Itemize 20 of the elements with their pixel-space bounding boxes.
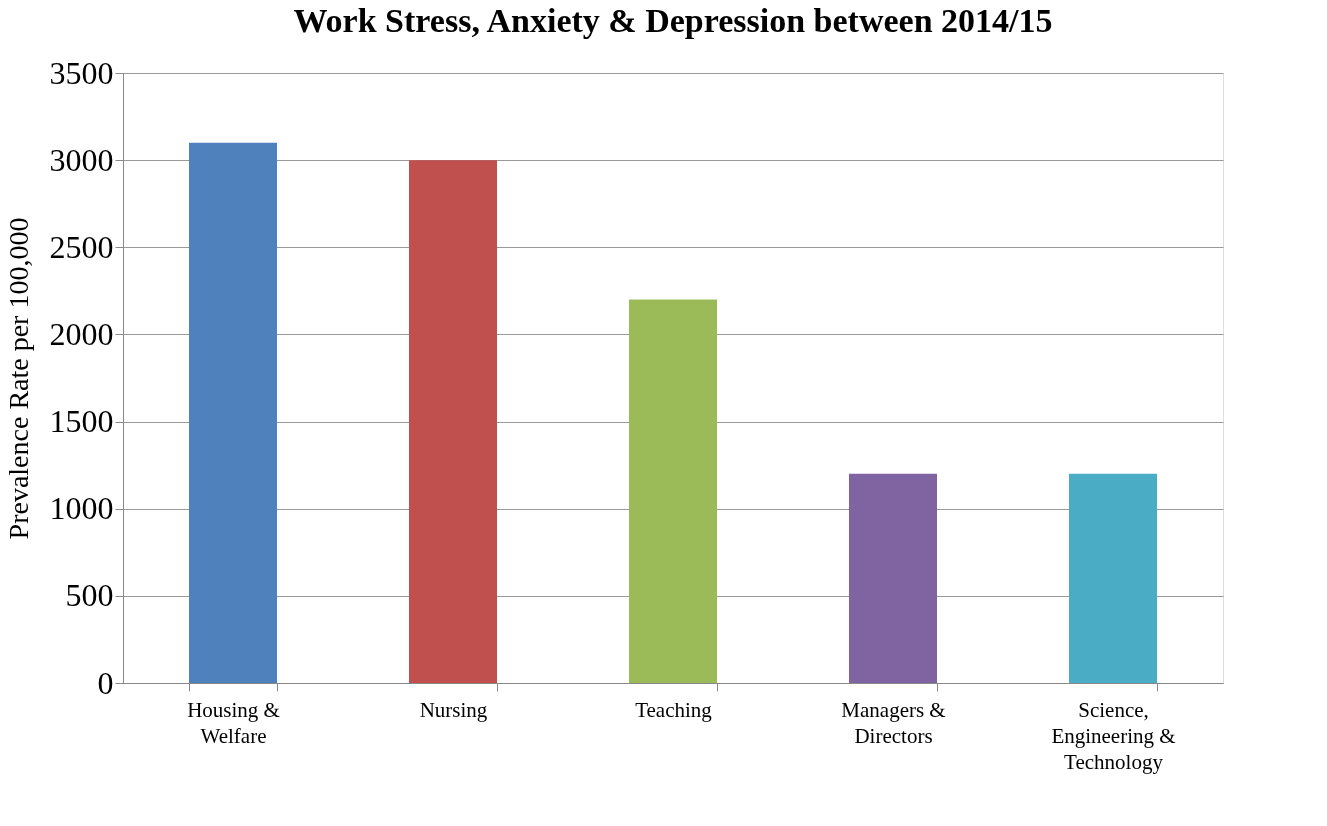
- y-tick-label: 500: [65, 577, 114, 614]
- x-tick-label: Teaching: [635, 697, 713, 722]
- x-tick-label: Managers & Directors: [841, 697, 946, 748]
- x-tick-label: Housing & Welfare: [187, 697, 280, 748]
- y-tick-label: 3500: [49, 54, 114, 91]
- chart-title: Work Stress, Anxiety & Depression between 2014/15: [293, 2, 1053, 39]
- bar: [409, 160, 497, 683]
- y-tick-label: 2000: [49, 315, 114, 352]
- x-tick-label: Nursing: [419, 697, 488, 722]
- y-tick-label: 1000: [49, 490, 114, 527]
- y-tick-label: 1500: [49, 403, 114, 440]
- bar: [189, 142, 277, 683]
- y-tick-label: 0: [97, 664, 114, 701]
- y-axis-title: Prevalence Rate per 100,000: [2, 217, 34, 540]
- bar: [849, 473, 937, 683]
- y-tick-label: 2500: [49, 228, 114, 265]
- bar: [629, 299, 717, 683]
- bar: [1069, 473, 1157, 683]
- x-tick-label: Science, Engineering & Technology: [1051, 697, 1176, 774]
- y-tick-label: 3000: [49, 141, 114, 178]
